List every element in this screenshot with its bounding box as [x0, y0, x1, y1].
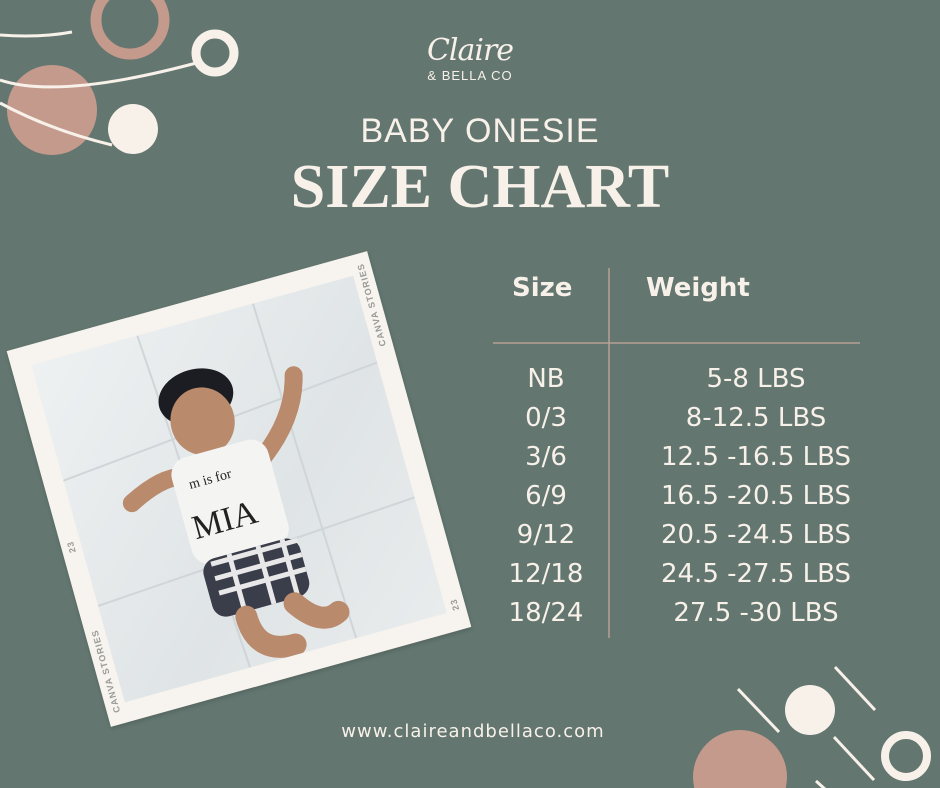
pink-circle	[693, 730, 787, 788]
string-line	[0, 60, 201, 89]
header-size: Size	[512, 273, 573, 303]
bottom-right-decoration	[693, 665, 931, 788]
brand-logo: Claire & BELLA CO	[400, 34, 540, 84]
baby-photo-frame: m is for MIA CANVA STORIES CANVA STORIES…	[6, 251, 472, 727]
weight-column: 5-8 LBS 8-12.5 LBS 12.5 -16.5 LBS 16.5 -…	[636, 360, 876, 633]
size-cell: 0/3	[525, 403, 567, 433]
size-cell: 9/12	[516, 520, 576, 550]
weight-cell: 5-8 LBS	[706, 364, 806, 394]
header-weight: Weight	[646, 273, 750, 303]
weight-cell: 27.5 -30 LBS	[673, 598, 839, 628]
size-cell: 18/24	[508, 598, 584, 628]
weight-cell: 8-12.5 LBS	[685, 403, 827, 433]
cream-circle	[108, 104, 158, 154]
size-column: NB 0/3 3/6 6/9 9/12 12/18 18/24	[494, 360, 598, 633]
string-line	[0, 101, 113, 147]
string-line	[0, 30, 73, 38]
cream-circle	[785, 685, 835, 735]
weight-cell: 12.5 -16.5 LBS	[660, 442, 852, 472]
website-url: www.claireandbellaco.com	[341, 721, 605, 742]
size-cell: 6/9	[525, 481, 567, 511]
baby-illustration: m is for MIA	[63, 303, 415, 668]
size-cell: 3/6	[525, 442, 567, 472]
frame-number: 23	[448, 597, 462, 612]
size-cell: 12/18	[508, 559, 584, 589]
cream-ring	[881, 731, 931, 781]
baby-photo: m is for MIA	[31, 275, 447, 703]
table-dividers	[493, 268, 860, 638]
pink-ring	[90, 0, 170, 60]
logo-subtext: & BELLA CO	[427, 68, 513, 83]
weight-cell: 16.5 -20.5 LBS	[660, 481, 852, 511]
page-subtitle: BABY ONESIE	[360, 112, 600, 150]
weight-cell: 24.5 -27.5 LBS	[660, 559, 852, 589]
frame-number: 23	[64, 539, 78, 555]
weight-cell: 20.5 -24.5 LBS	[660, 520, 852, 550]
size-cell: NB	[527, 364, 565, 394]
pink-circle	[7, 65, 97, 155]
page-title: SIZE CHART	[290, 153, 670, 221]
top-left-mobile-decoration	[0, 0, 239, 155]
logo-script: Claire	[426, 33, 514, 68]
cream-ring	[191, 29, 239, 77]
